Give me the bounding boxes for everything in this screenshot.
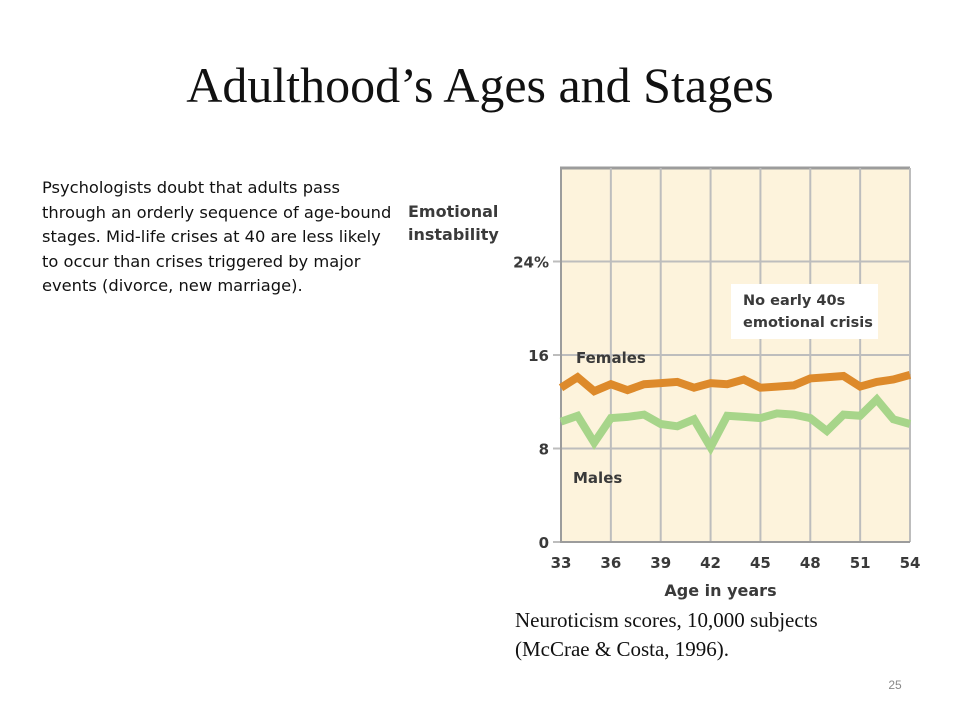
series-lines bbox=[558, 371, 912, 456]
figure-caption: Neuroticism scores, 10,000 subjects (McC… bbox=[515, 606, 818, 664]
y-tick-label-24: 24% bbox=[513, 254, 549, 272]
data-point-males-38 bbox=[643, 414, 645, 416]
data-point-males-53 bbox=[892, 418, 894, 420]
data-point-males-49 bbox=[826, 430, 828, 432]
data-point-males-50 bbox=[843, 414, 845, 416]
neuroticism-line-chart: Emotional instability 0 8 16 24% 33 36 39 42 45 48 5… bbox=[408, 166, 920, 600]
data-point-females-38 bbox=[643, 383, 645, 385]
data-point-males-52 bbox=[876, 398, 878, 400]
data-point-males-35 bbox=[593, 442, 595, 444]
x-tick-label-45: 45 bbox=[750, 554, 771, 572]
data-point-males-37 bbox=[626, 416, 628, 418]
data-point-females-48 bbox=[809, 377, 811, 379]
data-point-females-41 bbox=[693, 387, 695, 389]
data-point-females-53 bbox=[892, 379, 894, 381]
data-point-females-45 bbox=[759, 387, 761, 389]
data-point-females-33 bbox=[560, 387, 562, 389]
data-point-males-40 bbox=[676, 425, 678, 427]
x-tick-label-48: 48 bbox=[800, 554, 821, 572]
data-point-males-34 bbox=[577, 415, 579, 417]
data-point-females-36 bbox=[610, 383, 612, 385]
data-point-males-43 bbox=[726, 415, 728, 417]
series-label-females: Females bbox=[576, 349, 646, 367]
data-point-females-34 bbox=[577, 376, 579, 378]
data-point-females-52 bbox=[876, 381, 878, 383]
data-point-males-33 bbox=[560, 421, 562, 423]
series-line-males bbox=[559, 393, 912, 456]
data-point-males-36 bbox=[610, 417, 612, 419]
data-point-females-35 bbox=[593, 390, 595, 392]
data-point-females-39 bbox=[660, 382, 662, 384]
caption-line-2: (McCrae & Costa, 1996). bbox=[515, 637, 730, 661]
data-point-males-42 bbox=[710, 446, 712, 448]
series-label-males: Males bbox=[573, 469, 622, 487]
chart-labels: Emotional instability 0 8 16 24% 33 36 39 42 45 48 5… bbox=[408, 202, 920, 600]
body-text: Psychologists doubt that adults pass thr… bbox=[42, 178, 392, 295]
x-axis-title: Age in years bbox=[664, 581, 776, 600]
data-point-females-54 bbox=[909, 374, 911, 376]
y-tick-label-16: 16 bbox=[528, 347, 549, 365]
caption-line-1: Neuroticism scores, 10,000 subjects bbox=[515, 608, 818, 632]
x-tick-label-42: 42 bbox=[700, 554, 721, 572]
data-point-females-51 bbox=[859, 386, 861, 388]
series-line-females bbox=[558, 371, 912, 396]
data-point-males-44 bbox=[743, 416, 745, 418]
data-point-males-47 bbox=[793, 414, 795, 416]
data-point-males-39 bbox=[660, 423, 662, 425]
data-point-males-45 bbox=[759, 417, 761, 419]
x-tick-label-36: 36 bbox=[600, 554, 621, 572]
data-point-females-44 bbox=[743, 379, 745, 381]
data-point-males-54 bbox=[909, 423, 911, 425]
annotation-box bbox=[731, 284, 878, 339]
annotation-line-1: No early 40s bbox=[743, 293, 845, 309]
slide-title: Adulthood’s Ages and Stages bbox=[186, 57, 774, 113]
y-axis-title-line-2: instability bbox=[408, 225, 499, 244]
x-tick-label-54: 54 bbox=[900, 554, 920, 572]
data-point-females-40 bbox=[676, 381, 678, 383]
data-point-males-46 bbox=[776, 412, 778, 414]
x-tick-label-33: 33 bbox=[551, 554, 572, 572]
data-point-females-37 bbox=[626, 389, 628, 391]
data-point-males-48 bbox=[809, 417, 811, 419]
data-point-males-41 bbox=[693, 418, 695, 420]
data-point-females-50 bbox=[843, 375, 845, 377]
x-tick-label-51: 51 bbox=[850, 554, 871, 572]
y-tick-label-8: 8 bbox=[539, 441, 549, 459]
data-point-females-43 bbox=[726, 383, 728, 385]
x-tick-label-39: 39 bbox=[650, 554, 671, 572]
annotation-line-2: emotional crisis bbox=[743, 315, 873, 331]
data-point-females-42 bbox=[710, 382, 712, 384]
data-point-males-51 bbox=[859, 415, 861, 417]
data-point-females-46 bbox=[776, 386, 778, 388]
data-point-females-49 bbox=[826, 376, 828, 378]
data-point-females-47 bbox=[793, 384, 795, 386]
y-axis-title-line-1: Emotional bbox=[408, 202, 498, 221]
y-tick-label-0: 0 bbox=[539, 534, 549, 552]
slide-number: 25 bbox=[888, 678, 902, 692]
